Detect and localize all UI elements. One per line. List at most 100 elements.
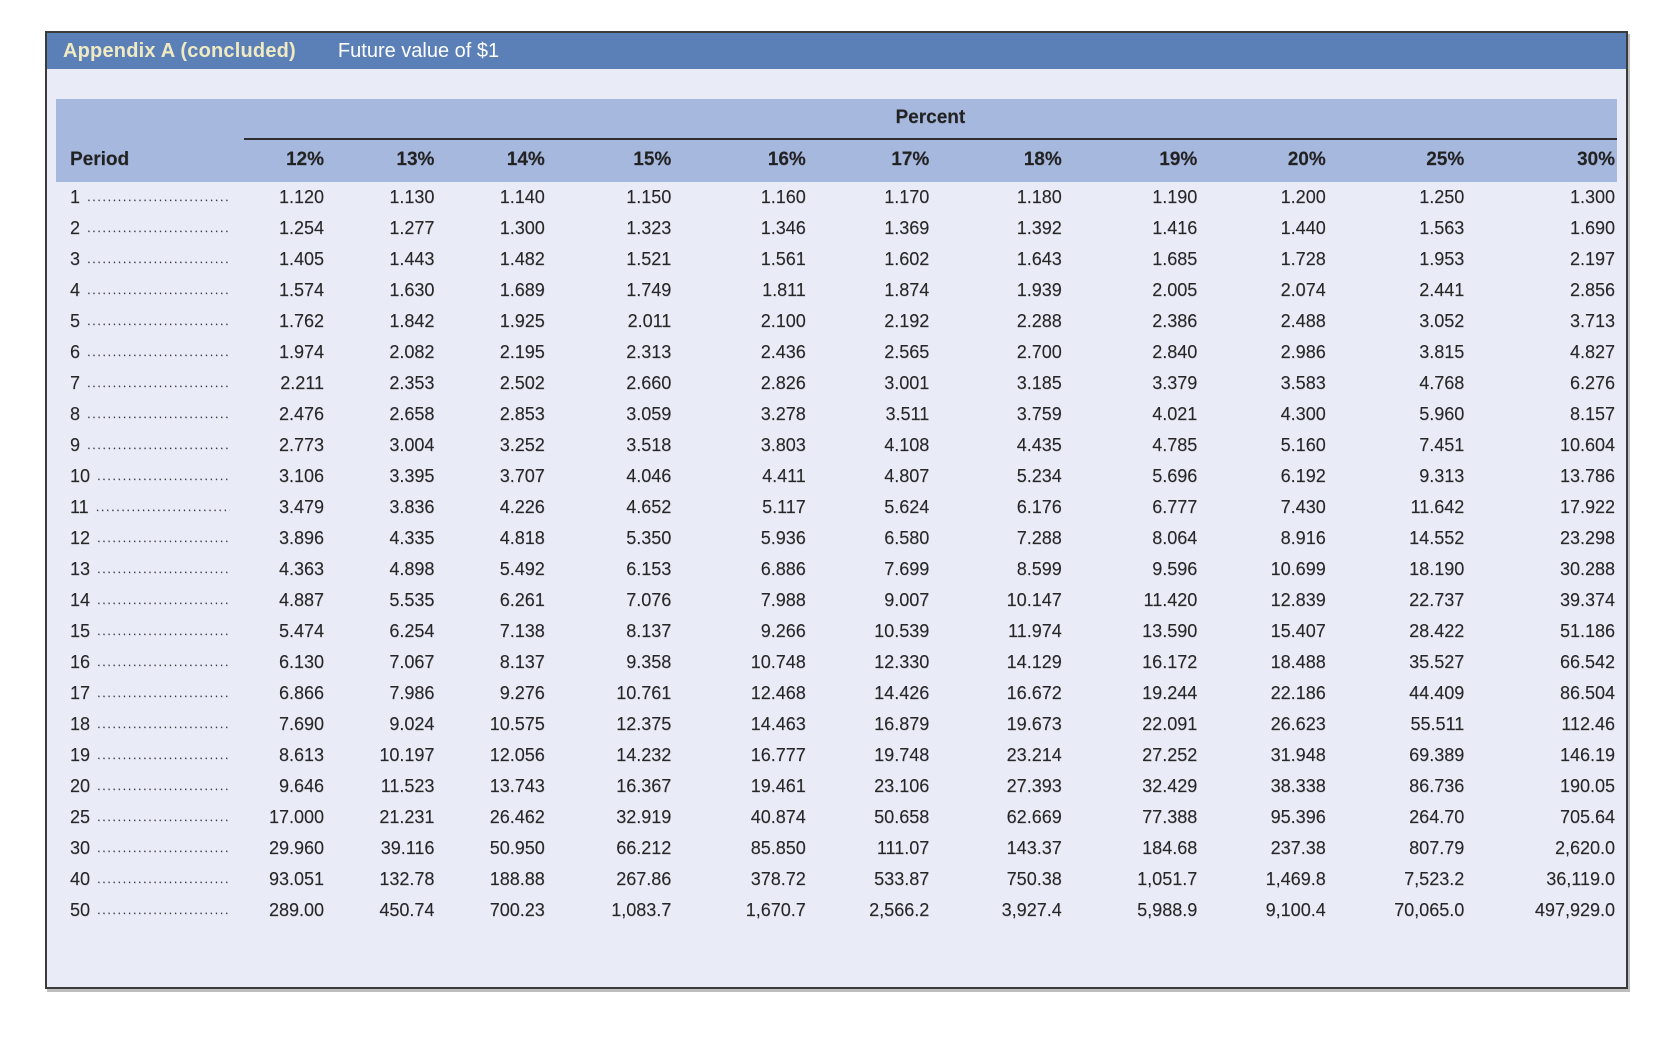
value-cell: 11.523 [380, 776, 435, 796]
value-cell: 4.785 [1152, 435, 1198, 455]
period-number: 20 [70, 776, 91, 796]
value-cell: 6.886 [760, 559, 806, 579]
value-cell: 1.120 [278, 187, 324, 207]
value-cell: 2,566.2 [869, 900, 930, 920]
value-cell: 1.277 [389, 218, 435, 238]
value-cell: 17.000 [268, 807, 324, 827]
value-cell: 5.936 [760, 528, 806, 548]
value-cell: 5.696 [1152, 466, 1198, 486]
period-cell: 4.......................................… [56, 275, 244, 306]
value-cell: 9.007 [884, 590, 930, 610]
percent-column-header: 19% [1063, 139, 1200, 182]
table-row: 30......................................… [56, 833, 1617, 864]
period-number: 4 [70, 280, 81, 300]
value-cell: 3.479 [278, 497, 324, 517]
period-number: 9 [70, 435, 81, 455]
value-cell: 14.232 [616, 745, 672, 765]
value-cell: 4.300 [1280, 404, 1326, 424]
value-cell: 7.076 [626, 590, 672, 610]
value-cell: 4.807 [884, 466, 930, 486]
value-cell: 93.051 [268, 869, 324, 889]
dot-leader: ........................................… [97, 778, 230, 793]
table-row: 2.......................................… [56, 213, 1617, 244]
period-cell: 17......................................… [56, 678, 244, 709]
period-cell: 3.......................................… [56, 244, 244, 275]
table-row: 6.......................................… [56, 337, 1617, 368]
value-cell: 1.521 [626, 249, 672, 269]
period-cell: 8.......................................… [56, 399, 244, 430]
value-cell: 4.652 [626, 497, 672, 517]
value-cell: 1.170 [884, 187, 930, 207]
value-cell: 3.896 [278, 528, 324, 548]
value-cell: 132.78 [379, 869, 435, 889]
value-cell: 9.646 [278, 776, 324, 796]
value-cell: 2.660 [626, 373, 672, 393]
value-cell: 1.689 [499, 280, 545, 300]
value-cell: 3.001 [884, 373, 930, 393]
value-cell: 2.853 [499, 404, 545, 424]
value-cell: 1.690 [1569, 218, 1615, 238]
value-cell: 3.815 [1419, 342, 1465, 362]
value-cell: 450.74 [379, 900, 435, 920]
value-cell: 14.552 [1409, 528, 1465, 548]
value-cell: 1.728 [1280, 249, 1326, 269]
value-cell: 23.298 [1559, 528, 1615, 548]
table-row: 17......................................… [56, 678, 1617, 709]
value-cell: 2.195 [499, 342, 545, 362]
period-number: 17 [70, 683, 91, 703]
value-cell: 1.323 [626, 218, 672, 238]
value-cell: 12.375 [616, 714, 672, 734]
dot-leader: ........................................… [97, 840, 230, 855]
value-cell: 1.561 [760, 249, 806, 269]
value-cell: 10.147 [1006, 590, 1062, 610]
value-cell: 50.950 [489, 838, 545, 858]
value-cell: 10.575 [489, 714, 545, 734]
period-number: 1 [70, 187, 81, 207]
period-number: 2 [70, 218, 81, 238]
value-cell: 264.70 [1409, 807, 1465, 827]
period-cell: 12......................................… [56, 523, 244, 554]
period-cell: 19......................................… [56, 740, 244, 771]
value-cell: 3.185 [1016, 373, 1062, 393]
period-cell: 5.......................................… [56, 306, 244, 337]
value-cell: 85.850 [750, 838, 806, 858]
period-cell: 10......................................… [56, 461, 244, 492]
period-number: 40 [70, 869, 91, 889]
period-cell: 9.......................................… [56, 430, 244, 461]
value-cell: 1.160 [760, 187, 806, 207]
value-cell: 5.350 [626, 528, 672, 548]
value-cell: 3.379 [1152, 373, 1198, 393]
period-cell: 13......................................… [56, 554, 244, 585]
dot-leader: ........................................… [97, 685, 230, 700]
value-cell: 1.180 [1016, 187, 1062, 207]
value-cell: 1.140 [499, 187, 545, 207]
value-cell: 5.535 [389, 590, 435, 610]
value-cell: 5.960 [1419, 404, 1465, 424]
percent-column-header: 18% [931, 139, 1064, 182]
value-cell: 2.288 [1016, 311, 1062, 331]
value-cell: 4.827 [1569, 342, 1615, 362]
value-cell: 700.23 [489, 900, 545, 920]
value-cell: 50.658 [874, 807, 930, 827]
dot-leader: ........................................… [97, 592, 230, 607]
dot-leader: ........................................… [97, 561, 230, 576]
value-cell: 188.88 [489, 869, 545, 889]
period-number: 18 [70, 714, 91, 734]
period-cell: 14......................................… [56, 585, 244, 616]
value-cell: 2.100 [760, 311, 806, 331]
value-cell: 1.953 [1419, 249, 1465, 269]
percent-group-row: Percent [56, 99, 1617, 140]
period-number: 8 [70, 404, 81, 424]
value-cell: 10.604 [1559, 435, 1615, 455]
value-cell: 16.777 [750, 745, 806, 765]
value-cell: 7.988 [760, 590, 806, 610]
future-value-table: Percent Period 12% 13% 14% 15% 16% 17% 18% 19% 2… [56, 99, 1617, 926]
table-wrap: Percent Period 12% 13% 14% 15% 16% 17% 18% 19% 2… [47, 69, 1626, 926]
value-cell: 38.338 [1270, 776, 1326, 796]
table-row: 19......................................… [56, 740, 1617, 771]
value-cell: 7.288 [1016, 528, 1062, 548]
value-cell: 1.254 [278, 218, 324, 238]
table-row: 16......................................… [56, 647, 1617, 678]
value-cell: 4.818 [499, 528, 545, 548]
value-cell: 1.630 [389, 280, 435, 300]
